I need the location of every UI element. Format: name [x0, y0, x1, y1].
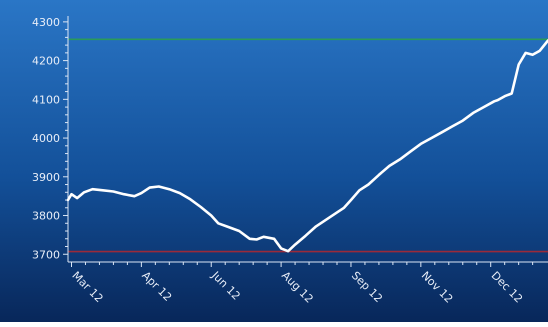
y-tick-label: 4000: [32, 132, 60, 145]
data-point: [419, 143, 422, 145]
y-tick-label: 3900: [32, 171, 60, 184]
data-point: [102, 189, 104, 192]
data-point: [538, 50, 541, 52]
data-point: [472, 112, 475, 114]
axes: [63, 16, 548, 267]
data-point: [378, 174, 380, 176]
data-point: [262, 235, 265, 238]
data-point: [517, 63, 520, 66]
data-point: [451, 125, 454, 128]
data-point: [524, 52, 527, 54]
y-tick-label: 3800: [32, 210, 60, 223]
data-point: [76, 197, 78, 200]
y-tick-label: 4200: [32, 55, 60, 68]
data-point: [482, 106, 485, 108]
data-point: [350, 199, 352, 201]
data-point: [336, 211, 338, 214]
data-point: [325, 218, 328, 221]
data-point: [168, 188, 171, 191]
data-point: [461, 119, 464, 122]
data-point: [238, 230, 241, 232]
data-point: [496, 99, 499, 101]
data-point: [399, 158, 401, 161]
y-tick-label: 4100: [32, 93, 60, 106]
data-point: [343, 206, 345, 209]
data-point: [178, 192, 181, 195]
data-point: [83, 191, 85, 194]
data-point: [189, 198, 192, 201]
data-point: [133, 195, 136, 198]
data-point: [123, 193, 125, 196]
data-point: [304, 234, 307, 237]
data-point: [273, 237, 275, 240]
data-point: [70, 193, 73, 196]
data-point: [248, 237, 251, 240]
data-point: [67, 199, 69, 201]
data-point: [255, 238, 258, 241]
data-point: [287, 250, 289, 253]
data-point: [503, 95, 506, 98]
data-point: [148, 186, 151, 189]
data-point: [430, 137, 433, 140]
data-point: [440, 131, 443, 134]
data-point: [199, 206, 202, 208]
data-point: [531, 53, 534, 56]
data-point: [493, 100, 496, 103]
series-layer: [66, 39, 548, 253]
data-point: [227, 226, 230, 229]
data-point: [358, 189, 361, 192]
data-point: [210, 214, 213, 217]
data-point: [294, 243, 296, 246]
data-point: [140, 192, 143, 195]
data-point: [510, 92, 513, 95]
y-tick-label: 3700: [32, 248, 60, 261]
data-point: [280, 247, 282, 250]
data-point: [388, 165, 391, 167]
data-point: [91, 188, 94, 191]
data-point: [367, 183, 370, 186]
data-point: [315, 225, 317, 228]
data-point: [409, 150, 412, 153]
data-point: [217, 222, 220, 225]
reference-lines: [68, 38, 548, 253]
y-tick-label: 4300: [32, 16, 60, 29]
data-point: [157, 185, 160, 188]
data-point: [112, 190, 115, 193]
